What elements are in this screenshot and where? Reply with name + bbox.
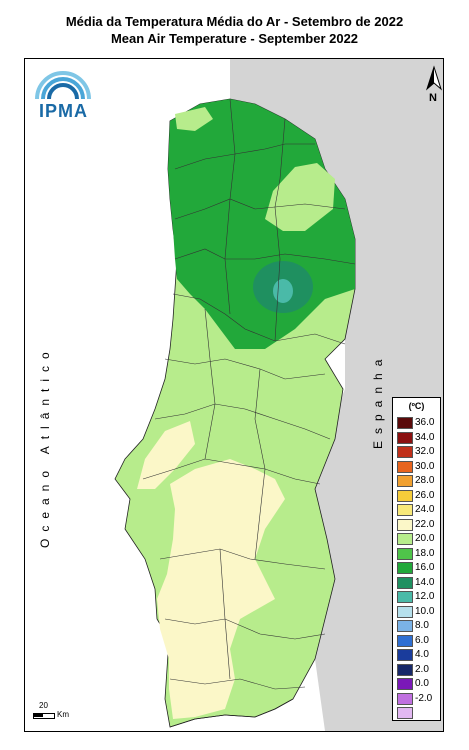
legend-swatch (397, 634, 413, 647)
legend-swatch (397, 431, 413, 444)
map-frame: IPMA N (ºC) 36.0 34.0 32.0 30.0 28.0 26.0 24.0… (24, 58, 444, 732)
legend-item: 22.0 (395, 518, 439, 532)
legend-label: 6.0 (415, 634, 429, 646)
legend-label: 28.0 (415, 475, 435, 486)
zone-20-patch-b (265, 163, 335, 231)
scale-unit: Km (57, 710, 69, 719)
legend-swatch (397, 533, 413, 545)
north-arrow-shape (425, 65, 443, 91)
legend-label: 16.0 (415, 562, 435, 573)
scale-value: 20 (39, 701, 48, 710)
legend-label: 14.0 (415, 576, 435, 588)
legend-swatch (397, 707, 413, 719)
legend-item: 16.0 (395, 561, 439, 575)
legend-item: 30.0 (395, 460, 439, 474)
legend-label: 20.0 (415, 533, 435, 544)
legend-item: 14.0 (395, 576, 439, 590)
legend-label: -2.0 (415, 692, 433, 704)
legend-label: 24.0 (415, 504, 435, 515)
legend-item: 6.0 (395, 634, 439, 648)
legend-item: 26.0 (395, 489, 439, 503)
legend-item (395, 706, 439, 720)
spain-label: Espanha (371, 352, 385, 449)
legend-item: 34.0 (395, 431, 439, 445)
zone-20-patch-a (175, 107, 213, 131)
legend-label: 10.0 (415, 605, 435, 617)
legend-label: 34.0 (415, 431, 435, 443)
legend-label: 36.0 (415, 417, 435, 428)
map-title-en: Mean Air Temperature - September 2022 (110, 31, 359, 46)
legend-swatch (397, 663, 413, 676)
legend: (ºC) 36.0 34.0 32.0 30.0 28.0 26.0 24.0 22.0 20.… (392, 397, 441, 721)
legend-item: 24.0 (395, 503, 439, 517)
legend-label: 0.0 (415, 678, 429, 689)
legend-item: 36.0 (395, 416, 439, 430)
zone-22-a (137, 421, 195, 489)
legend-label: 30.0 (415, 460, 435, 472)
legend-swatch (397, 649, 413, 661)
legend-swatch (397, 460, 413, 473)
legend-label: 22.0 (415, 518, 435, 530)
legend-swatch (397, 576, 413, 589)
legend-swatch (397, 605, 413, 618)
legend-item: 0.0 (395, 677, 439, 691)
ocean-label: Oceano Atlântico (38, 345, 52, 548)
legend-swatch (397, 417, 413, 429)
north-arrow-icon: N (423, 65, 443, 107)
ipma-logo-arcs (35, 71, 91, 100)
district-borders (142, 98, 356, 690)
legend-swatch (397, 591, 413, 603)
legend-label: 18.0 (415, 547, 435, 559)
map-title-pt: Média da Temperatura Média do Ar - Setem… (65, 14, 404, 29)
legend-item: 20.0 (395, 532, 439, 546)
legend-swatch (397, 678, 413, 690)
ipma-logo: IPMA (31, 67, 95, 122)
legend-item: 32.0 (395, 445, 439, 459)
legend-label: 26.0 (415, 489, 435, 501)
legend-label: 2.0 (415, 663, 429, 675)
legend-swatch (397, 547, 413, 560)
legend-item: 28.0 (395, 474, 439, 488)
legend-label: 32.0 (415, 446, 435, 457)
legend-swatch (397, 562, 413, 574)
legend-label: 4.0 (415, 649, 429, 660)
legend-swatch (397, 518, 413, 531)
scale-bar: 20 Km (33, 701, 73, 721)
zone-14 (273, 279, 293, 303)
legend-swatch (397, 620, 413, 632)
legend-label: 12.0 (415, 591, 435, 602)
legend-item: 12.0 (395, 590, 439, 604)
portugal-map (114, 59, 443, 731)
legend-item: 10.0 (395, 605, 439, 619)
legend-swatch (397, 692, 413, 705)
legend-swatch (397, 446, 413, 458)
legend-swatch (397, 504, 413, 516)
legend-swatch (397, 489, 413, 502)
algarve-edge (169, 698, 294, 728)
spain-region (230, 59, 443, 731)
legend-label: 8.0 (415, 620, 429, 631)
north-label: N (429, 92, 437, 104)
legend-item: 8.0 (395, 619, 439, 633)
scale-bar-fill (33, 713, 43, 717)
legend-item: -2.0 (395, 692, 439, 706)
ipma-logo-text: IPMA (39, 101, 88, 121)
legend-swatch (397, 475, 413, 487)
zone-22-b (157, 459, 285, 719)
legend-item: 4.0 (395, 648, 439, 662)
legend-item: 18.0 (395, 547, 439, 561)
legend-unit: (ºC) (408, 401, 425, 411)
legend-item: 2.0 (395, 663, 439, 677)
